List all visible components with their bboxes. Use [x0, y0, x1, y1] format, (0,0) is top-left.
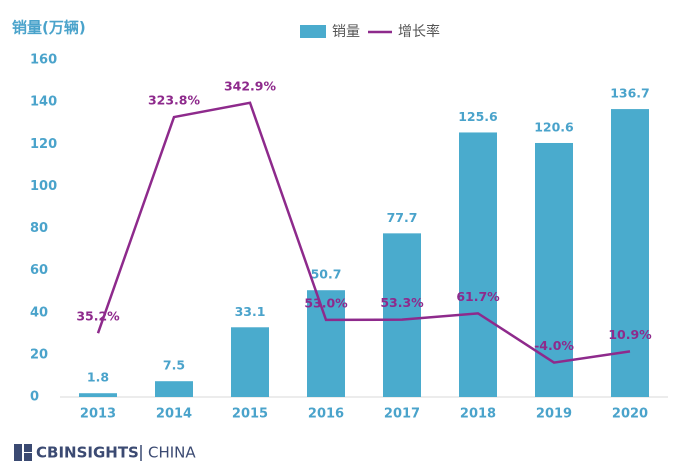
- growth-line: [96, 101, 631, 364]
- bar: [611, 109, 649, 397]
- x-tick-label: 2015: [232, 407, 268, 422]
- y-tick-label: 140: [30, 95, 57, 110]
- bar: [459, 132, 497, 397]
- bar-value-label: 33.1: [235, 304, 266, 319]
- line-value-label: 53.3%: [380, 295, 424, 310]
- y-tick-label: 20: [30, 347, 48, 362]
- legend: 销量 增长率: [300, 23, 440, 40]
- line-value-label: 342.9%: [224, 78, 277, 93]
- logo: CBINSIGHTS CHINA: [14, 444, 196, 462]
- line-value-label: 323.8%: [148, 93, 201, 108]
- logo-brand: CBINSIGHTS: [36, 444, 139, 462]
- bar: [231, 327, 269, 397]
- line-value-label: 10.9%: [608, 327, 652, 342]
- bar: [307, 290, 345, 397]
- legend-label: 增长率: [398, 23, 440, 40]
- logo-icon: [24, 453, 32, 461]
- x-tick-label: 2016: [308, 407, 344, 422]
- x-tick-label: 2017: [384, 407, 420, 422]
- line-value-label: 35.2%: [76, 309, 120, 324]
- y-tick-label: 0: [30, 390, 39, 405]
- bar-value-label: 136.7: [610, 86, 650, 101]
- x-tick-label: 2014: [156, 407, 192, 422]
- line-value-label: 61.7%: [456, 289, 500, 304]
- y-tick-label: 60: [30, 263, 48, 278]
- y-tick-label: 80: [30, 221, 48, 236]
- bar-value-label: 7.5: [163, 358, 185, 373]
- bar-value-label: 50.7: [311, 267, 342, 282]
- bar-value-label: 125.6: [458, 109, 498, 124]
- logo-region: CHINA: [148, 444, 196, 462]
- y-tick-label: 160: [30, 53, 57, 68]
- bar-value-label: 120.6: [534, 119, 574, 134]
- bar: [383, 233, 421, 397]
- legend-swatch: [300, 25, 326, 38]
- bar: [155, 381, 193, 397]
- line-value-label: 53.0%: [304, 295, 348, 310]
- x-tick-label: 2013: [80, 407, 116, 422]
- x-tick-label: 2019: [536, 407, 572, 422]
- bar-value-label: 1.8: [87, 370, 109, 385]
- logo-icon: [24, 444, 32, 452]
- y-tick-label: 100: [30, 179, 57, 194]
- bar: [79, 393, 117, 397]
- y-tick-label: 40: [30, 305, 48, 320]
- y-axis-title: 销量(万辆): [12, 19, 86, 37]
- legend-label: 销量: [332, 24, 360, 40]
- y-tick-label: 120: [30, 137, 57, 152]
- bar: [535, 142, 573, 397]
- logo-icon: [14, 444, 22, 461]
- line-value-label: -4.0%: [534, 338, 574, 353]
- bar-value-label: 77.7: [387, 210, 418, 225]
- x-tick-label: 2020: [612, 407, 648, 422]
- x-tick-label: 2018: [460, 407, 496, 422]
